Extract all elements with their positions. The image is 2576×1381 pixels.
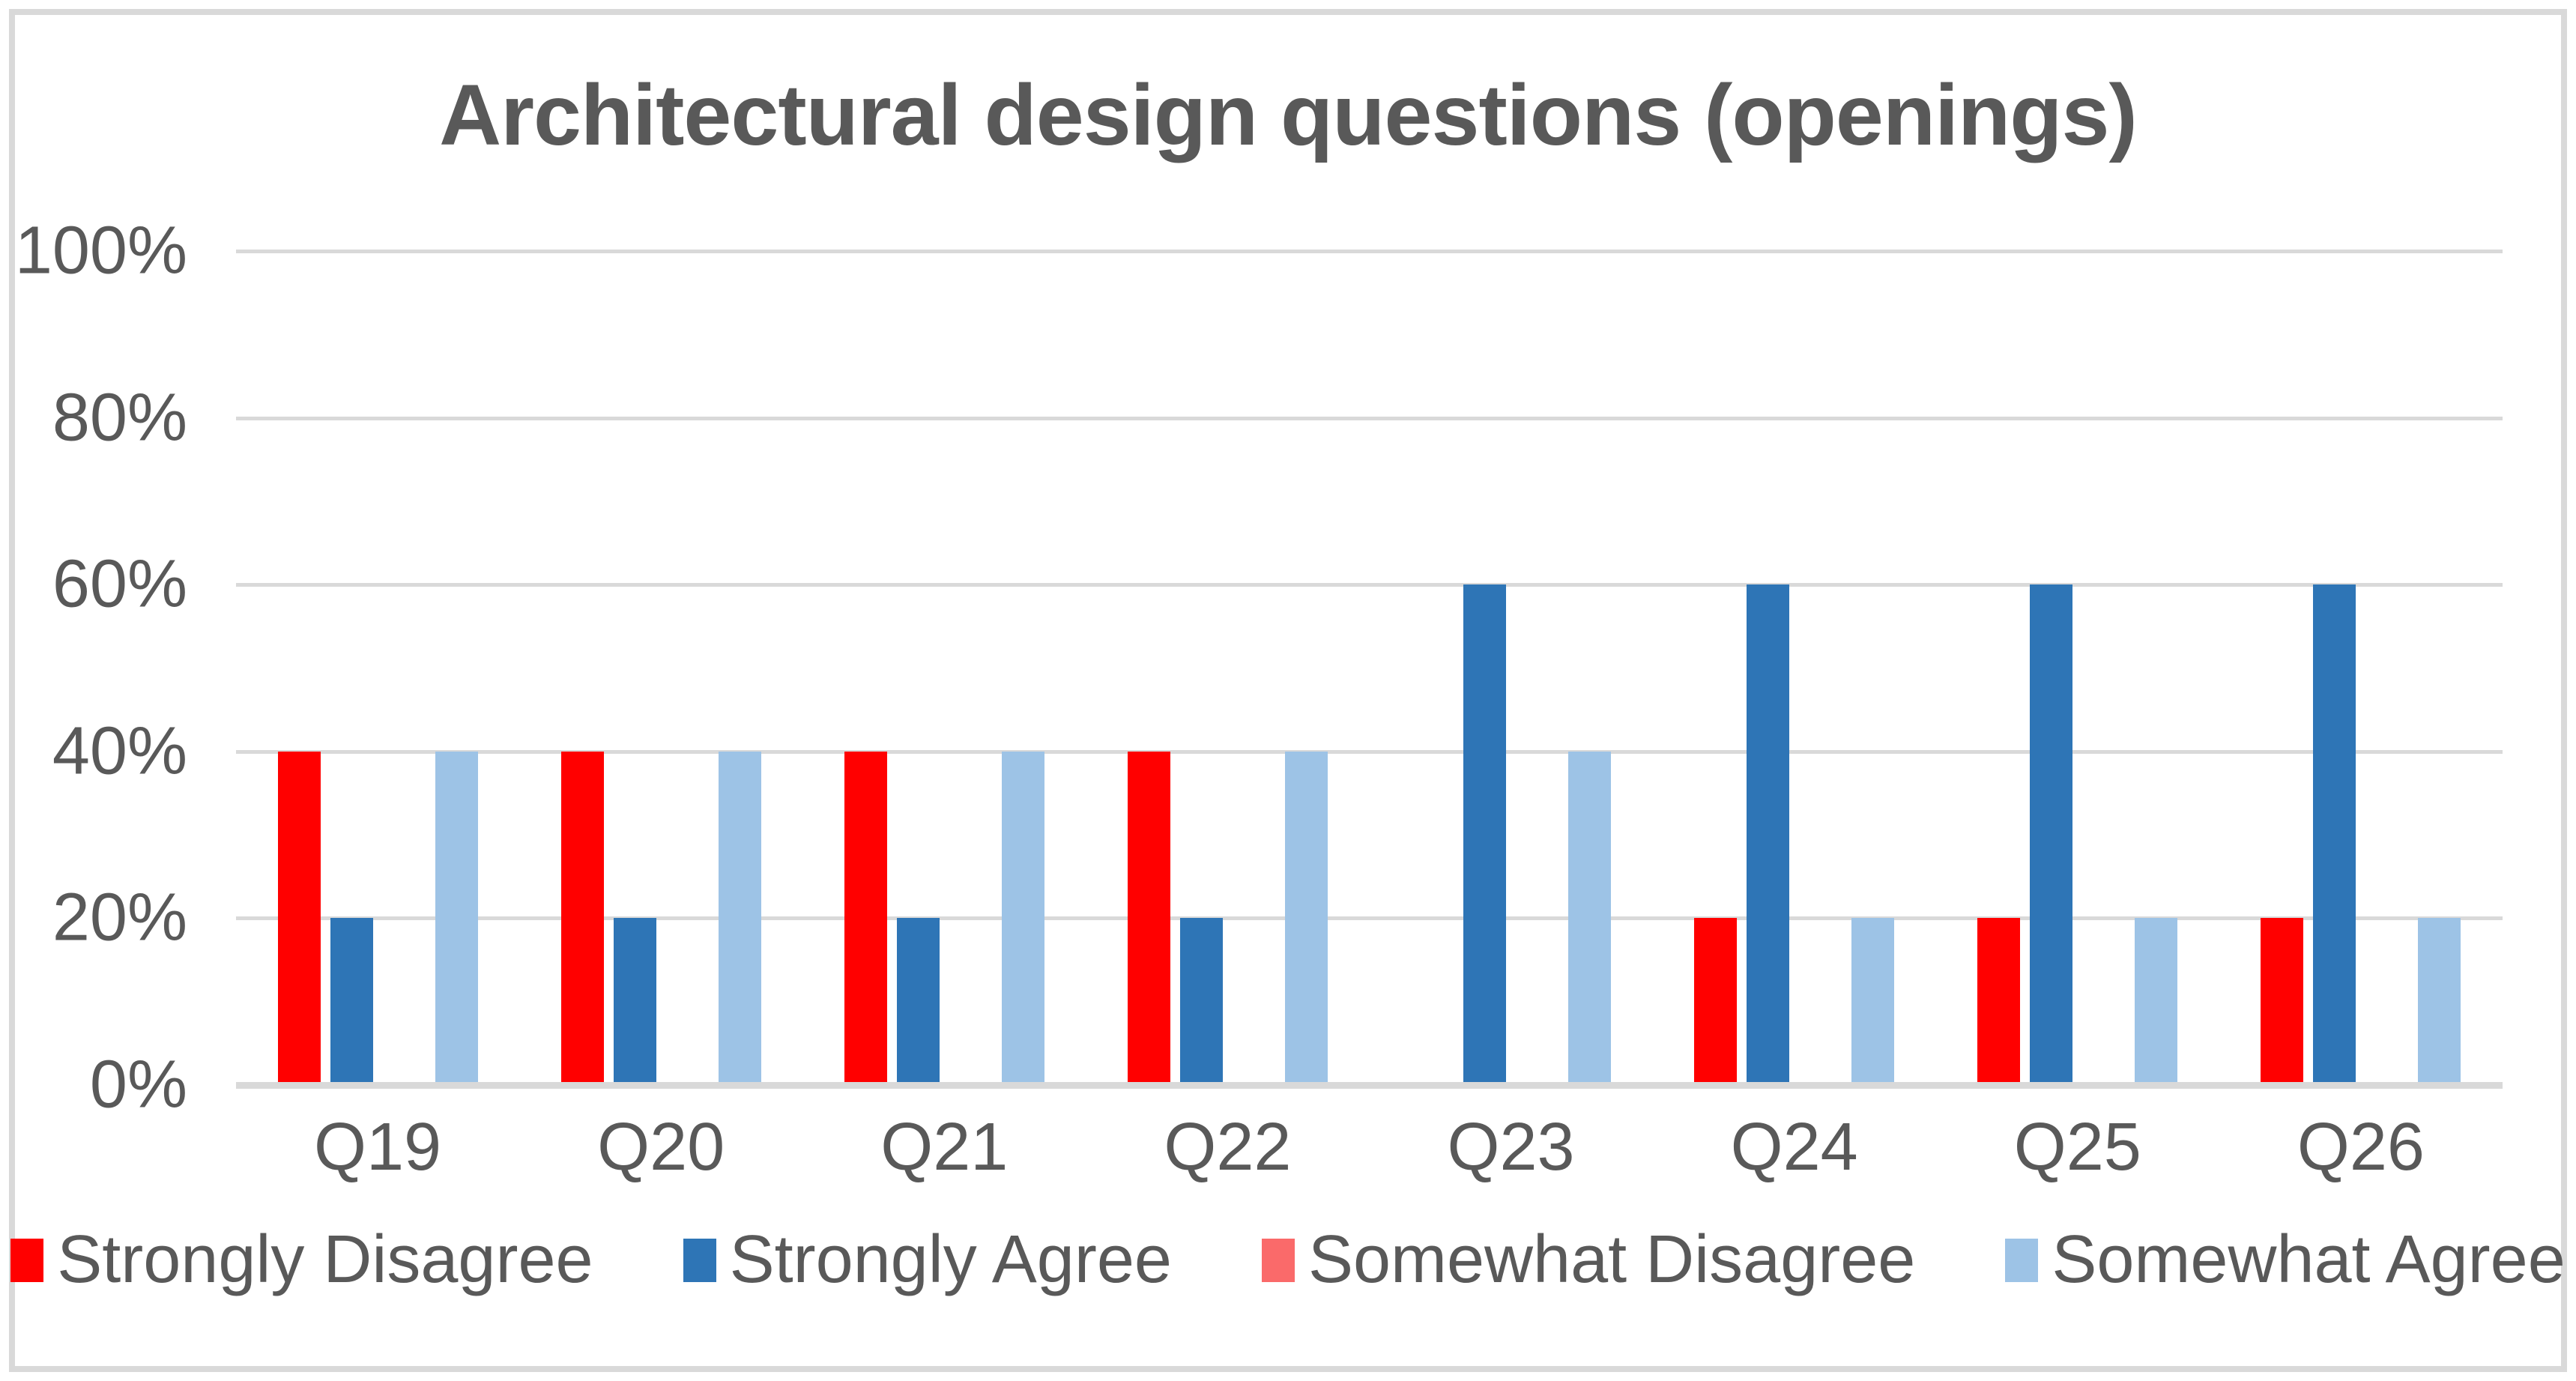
bar-Q21-somewhat-agree: [1001, 751, 1044, 1085]
x-axis-tick-label-q23: Q23: [1447, 1110, 1575, 1185]
legend-item-somewhat-disagree: Somewhat Disagree: [1261, 1221, 1916, 1299]
y-axis-tick-label: 20%: [52, 880, 187, 955]
legend-item-strongly-agree: Strongly Agree: [683, 1221, 1172, 1299]
bar-Q20-strongly-agree: [613, 918, 656, 1085]
y-axis-tick-label: 0%: [89, 1047, 187, 1122]
bar-Q26-strongly-disagree: [2261, 918, 2304, 1085]
bar-Q21-strongly-agree: [896, 918, 940, 1085]
gridline-40%: [236, 749, 2503, 754]
bar-Q23-strongly-agree: [1463, 584, 1507, 1085]
bar-Q26-somewhat-agree: [2418, 918, 2461, 1085]
x-axis-tick-label-q21: Q21: [880, 1110, 1009, 1185]
y-axis-tick-label: 40%: [52, 713, 187, 789]
legend-label: Somewhat Agree: [2052, 1222, 2566, 1297]
plot-area: [236, 250, 2503, 1089]
bar-Q21-strongly-disagree: [844, 751, 887, 1085]
legend-item-strongly-disagree: Strongly Disagree: [10, 1221, 593, 1299]
legend-swatch-icon: [683, 1238, 716, 1282]
x-axis-tick-label-q24: Q24: [1730, 1110, 1858, 1185]
gridline-20%: [236, 916, 2503, 921]
bar-Q22-strongly-disagree: [1127, 751, 1170, 1085]
y-axis-tick-label: 80%: [52, 380, 187, 456]
bar-Q20-somewhat-agree: [718, 751, 761, 1085]
gridline-60%: [236, 583, 2503, 587]
x-axis-tick-label-q19: Q19: [314, 1110, 442, 1185]
bar-Q25-somewhat-agree: [2135, 918, 2178, 1085]
bar-Q23-somewhat-agree: [1568, 751, 1612, 1085]
x-axis-tick-label-q20: Q20: [597, 1110, 725, 1185]
chart-title: Architectural design questions (openings…: [439, 67, 2138, 163]
legend-swatch-icon: [2005, 1238, 2039, 1282]
legend-label: Strongly Disagree: [57, 1222, 593, 1297]
bar-Q22-somewhat-agree: [1284, 751, 1328, 1085]
bar-Q26-strongly-agree: [2313, 584, 2356, 1085]
legend-label: Somewhat Disagree: [1307, 1222, 1916, 1297]
bar-Q25-strongly-agree: [2030, 584, 2073, 1085]
bar-Q19-somewhat-agree: [435, 751, 478, 1085]
bar-Q25-strongly-disagree: [1977, 918, 2021, 1085]
gridline-100%: [236, 250, 2503, 253]
bar-Q19-strongly-agree: [330, 918, 373, 1085]
gridline-80%: [236, 416, 2503, 420]
legend-item-somewhat-agree: Somewhat Agree: [2005, 1221, 2566, 1299]
legend-swatch-icon: [1261, 1238, 1295, 1282]
x-axis-baseline: [236, 1082, 2503, 1089]
bar-Q20-strongly-disagree: [560, 751, 604, 1085]
x-axis-labels: Q19 Q20 Q21 Q22 Q23 Q24 Q25 Q26: [236, 1109, 2503, 1199]
legend: Strongly Disagree Strongly Agree Somewhat …: [0, 1221, 2576, 1299]
bar-Q24-somewhat-agree: [1851, 918, 1895, 1085]
bar-Q24-strongly-agree: [1747, 584, 1790, 1085]
bar-Q19-strongly-disagree: [277, 751, 321, 1085]
y-axis-tick-label: 100%: [14, 213, 187, 288]
legend-label: Strongly Agree: [729, 1222, 1172, 1297]
x-axis-tick-label-q26: Q26: [2297, 1110, 2425, 1185]
y-axis-labels: 0% 20% 40% 60% 80% 100%: [0, 214, 187, 1122]
y-axis-tick-label: 60%: [52, 546, 187, 622]
bar-Q22-strongly-agree: [1179, 918, 1223, 1085]
x-axis-tick-label-q25: Q25: [2013, 1110, 2141, 1185]
legend-swatch-icon: [10, 1238, 44, 1282]
x-axis-tick-label-q22: Q22: [1164, 1110, 1292, 1185]
bar-Q24-strongly-disagree: [1694, 918, 1738, 1085]
